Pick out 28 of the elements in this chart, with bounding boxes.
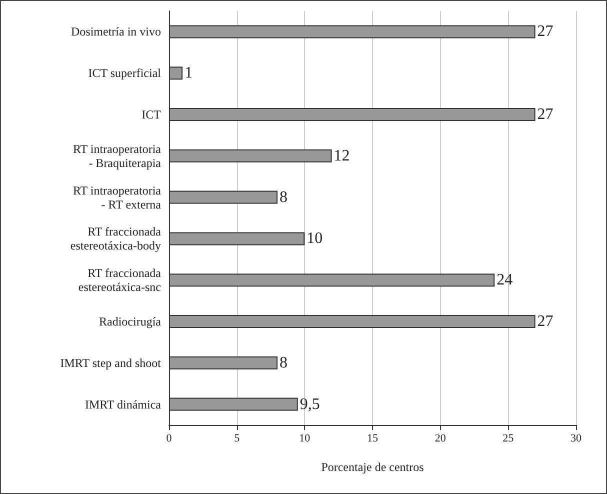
data-label: 9,5: [300, 396, 320, 413]
x-tick-label: 25: [502, 432, 514, 444]
data-label: 27: [537, 313, 554, 330]
data-label: 8: [280, 188, 288, 206]
x-tick-label: 5: [234, 432, 240, 444]
y-tick-label: RT fraccionada estereotáxica-snc: [78, 266, 162, 294]
x-tick-label: 0: [166, 432, 172, 444]
y-tick-label: RT fraccionada estereotáxica-body: [70, 224, 162, 253]
y-tick-label: ICT: [142, 108, 162, 122]
x-axis-title: Porcentaje de centros: [321, 460, 424, 474]
data-label: 1: [184, 64, 193, 82]
y-tick-label: Radiocirugía: [99, 314, 162, 328]
y-tick-label: RT intraoperatoria - Braquiterapia: [72, 142, 162, 170]
y-tick-label: Dosimetría in vivo: [71, 24, 161, 39]
y-tick-label: IMRT dinámica: [84, 397, 162, 412]
x-tick-label: 15: [367, 432, 378, 444]
x-tick-label: 30: [570, 432, 582, 444]
data-label: 27: [537, 106, 554, 123]
y-tick-label: ICT superficial: [88, 66, 162, 80]
y-tick-label: RT intraoperatoria - RT externa: [72, 183, 162, 212]
y-tick-label: IMRT step and shoot: [60, 356, 162, 370]
x-tick-label: 10: [299, 432, 311, 444]
data-label: 12: [334, 147, 350, 164]
data-label: 8: [280, 354, 288, 372]
data-label: 27: [537, 23, 554, 40]
data-label: 24: [496, 272, 513, 289]
data-label: 10: [306, 230, 323, 248]
x-tick-label: 20: [434, 432, 446, 444]
